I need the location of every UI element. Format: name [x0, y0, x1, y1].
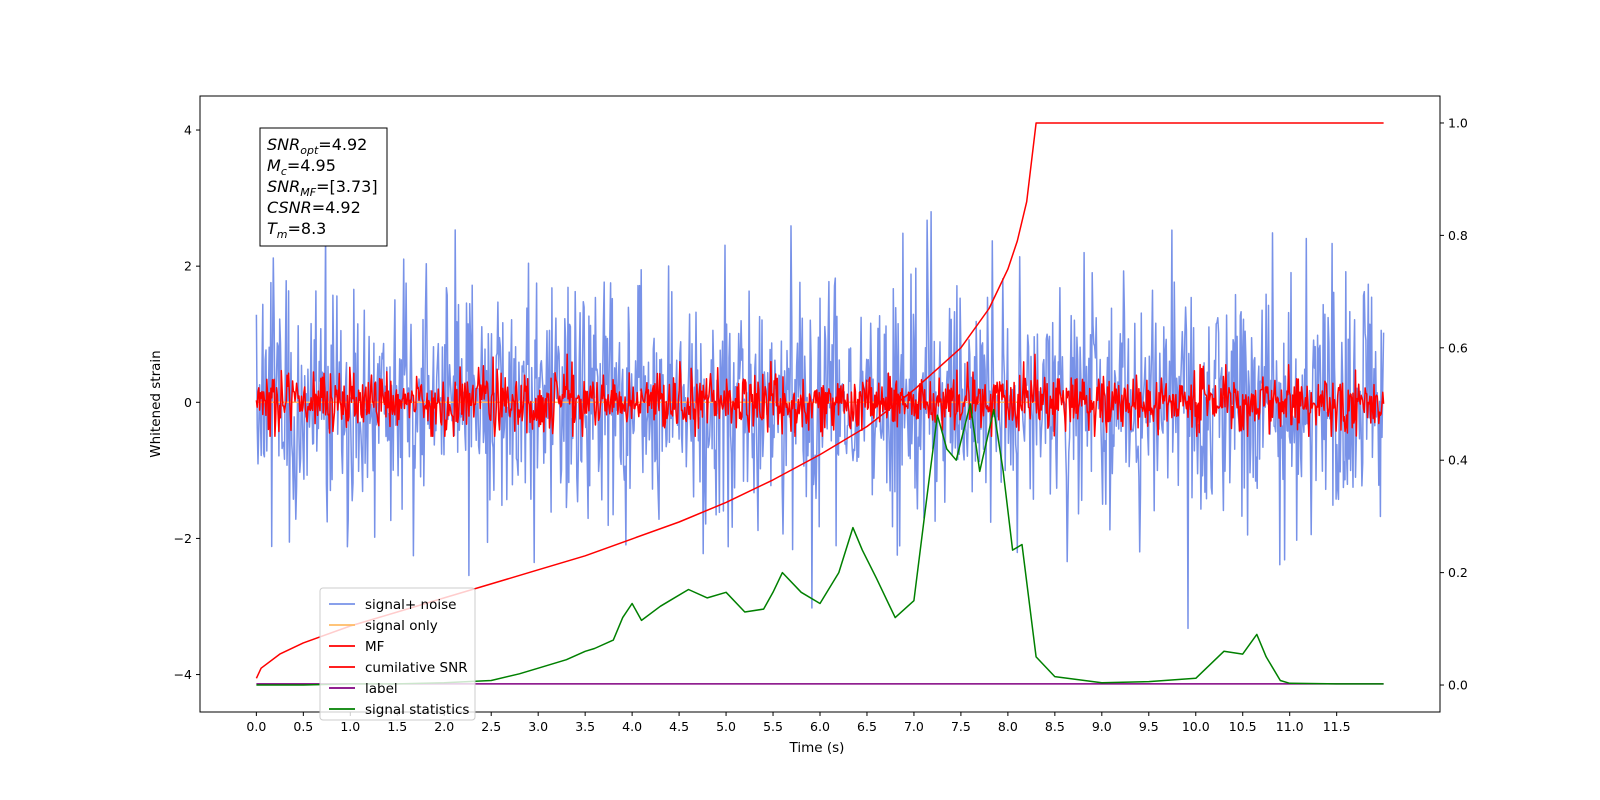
- legend-label-mf: MF: [365, 639, 384, 655]
- y-axis-ticks: −4 −2 0 2 4: [174, 123, 200, 682]
- y-tick-label: 2: [184, 259, 192, 274]
- x-tick-label: 0.0: [246, 719, 266, 734]
- legend-label-signal-noise: signal+ noise: [365, 597, 456, 613]
- y-tick-label: −4: [174, 667, 192, 682]
- y2-axis-ticks: 0.0 0.2 0.4 0.6 0.8 1.0: [1440, 115, 1468, 693]
- x-tick-label: 2.0: [434, 719, 454, 734]
- annotation-line: CSNR=4.92: [267, 198, 361, 217]
- x-tick-label: 9.5: [1139, 719, 1159, 734]
- y-tick-label: 0: [184, 395, 192, 410]
- x-tick-label: 7.5: [951, 719, 971, 734]
- annotation-line: SNRopt=4.92: [267, 135, 367, 157]
- y2-tick-label: 0.4: [1448, 453, 1468, 468]
- x-tick-label: 11.5: [1323, 719, 1351, 734]
- x-tick-label: 8.0: [998, 719, 1018, 734]
- legend-label-label: label: [365, 681, 398, 697]
- annotation-line: Mc=4.95: [267, 156, 336, 178]
- x-tick-label: 5.0: [716, 719, 736, 734]
- x-tick-label: 10.0: [1182, 719, 1210, 734]
- y2-tick-label: 0.8: [1448, 228, 1468, 243]
- x-tick-label: 4.0: [622, 719, 642, 734]
- legend-label-signal-only: signal only: [365, 618, 438, 634]
- annotation-box-frame: [259, 127, 388, 247]
- x-tick-label: 0.5: [293, 719, 313, 734]
- legend-label-signal-statistics: signal statistics: [365, 702, 469, 718]
- x-tick-label: 5.5: [763, 719, 783, 734]
- legend-label-cumilative-snr: cumilative SNR: [365, 660, 468, 676]
- x-axis-label: Time (s): [789, 740, 845, 756]
- signal-statistics-series: [256, 403, 1384, 686]
- x-tick-label: 8.5: [1045, 719, 1065, 734]
- y2-tick-label: 0.0: [1448, 678, 1468, 693]
- x-tick-label: 3.0: [528, 719, 548, 734]
- mf-series: [255, 353, 1385, 438]
- x-tick-label: 1.5: [387, 719, 407, 734]
- x-axis-ticks: 0.0 0.5 1.0 1.5 2.0 2.5 3.0 3.5 4.0 4.5 5.0 5.5 6.0 6…: [246, 712, 1351, 734]
- x-tick-label: 3.5: [575, 719, 595, 734]
- annotation-line: SNRMF=[3.73]: [267, 177, 378, 199]
- y-tick-label: −2: [174, 531, 192, 546]
- x-tick-label: 2.5: [481, 719, 501, 734]
- x-tick-label: 1.0: [340, 719, 360, 734]
- legend-frame: [319, 587, 476, 721]
- x-tick-label: 4.5: [669, 719, 689, 734]
- y2-tick-label: 1.0: [1448, 115, 1468, 130]
- legend: signal+ noise signal only MF cumilative SNR…: [319, 587, 476, 721]
- annotation-line: Tm=8.3: [267, 219, 326, 241]
- x-tick-label: 10.5: [1229, 719, 1257, 734]
- x-tick-label: 7.0: [904, 719, 924, 734]
- y2-tick-label: 0.2: [1448, 565, 1468, 580]
- x-tick-label: 11.0: [1276, 719, 1304, 734]
- x-tick-label: 6.5: [857, 719, 877, 734]
- x-tick-label: 6.0: [810, 719, 830, 734]
- y-axis-label: Whitened strain: [148, 350, 164, 457]
- y-tick-label: 4: [184, 123, 192, 138]
- x-tick-label: 9.0: [1092, 719, 1112, 734]
- y2-tick-label: 0.6: [1448, 340, 1468, 355]
